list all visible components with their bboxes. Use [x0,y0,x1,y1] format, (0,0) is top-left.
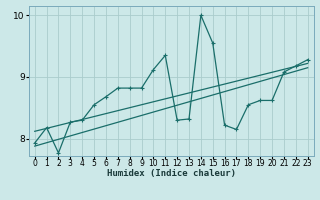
X-axis label: Humidex (Indice chaleur): Humidex (Indice chaleur) [107,169,236,178]
